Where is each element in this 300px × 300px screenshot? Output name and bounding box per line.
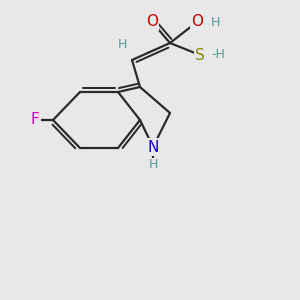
Text: H: H <box>117 38 127 52</box>
Text: F: F <box>31 112 39 128</box>
Text: H: H <box>210 16 220 28</box>
Text: H: H <box>148 158 158 172</box>
Text: O: O <box>191 14 203 29</box>
Text: S: S <box>195 47 205 62</box>
Text: -H: -H <box>212 49 225 62</box>
Text: N: N <box>147 140 159 154</box>
Text: O: O <box>146 14 158 29</box>
